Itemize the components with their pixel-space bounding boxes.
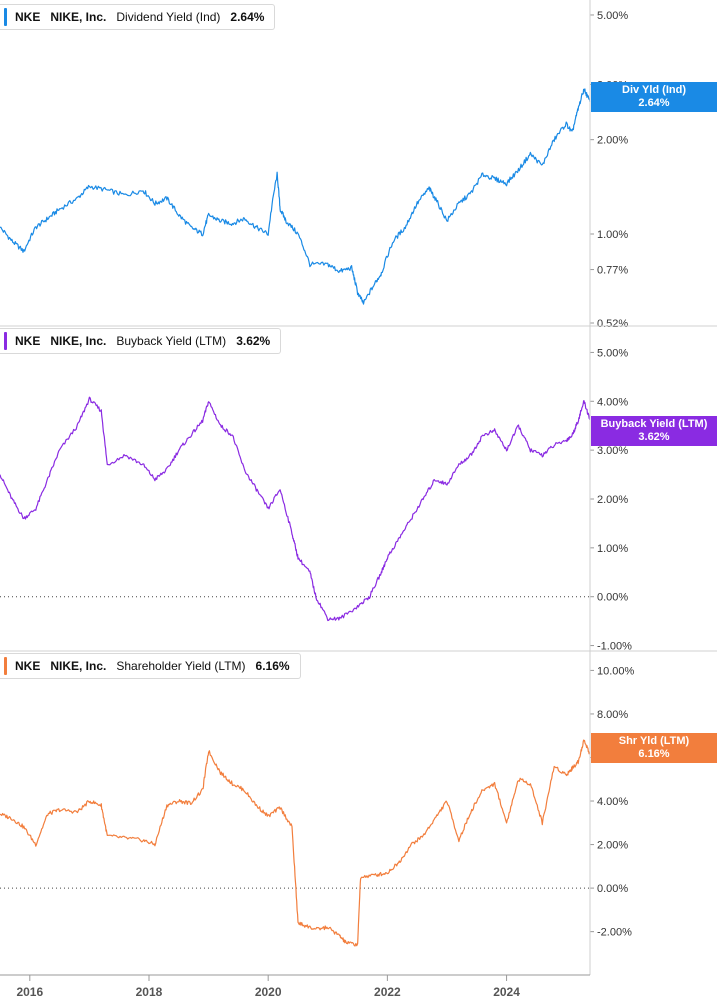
legend-company: NIKE, Inc.	[50, 659, 107, 673]
legend-ticker: NKE	[15, 334, 41, 348]
legend-value: 6.16%	[255, 659, 290, 673]
x-tick-label: 2018	[136, 985, 163, 999]
legend-swatch-shareholder	[4, 657, 7, 675]
badge-title: Buyback Yield (LTM)	[600, 418, 708, 430]
x-tick-label: 2016	[16, 985, 43, 999]
x-tick-label: 2020	[255, 985, 282, 999]
badge-value: 2.64%	[638, 97, 670, 109]
x-tick-label: 2022	[374, 985, 401, 999]
y-tick-label: -1.00%	[597, 641, 632, 653]
y-tick-label: 5.00%	[597, 347, 628, 359]
y-tick-label: 10.00%	[597, 665, 635, 677]
legend-metric: Shareholder Yield (LTM)	[116, 659, 246, 673]
y-tick-label: 0.77%	[597, 265, 628, 277]
series-line	[0, 739, 591, 947]
legend-value: 3.62%	[236, 334, 271, 348]
legend-metric: Buyback Yield (LTM)	[116, 334, 227, 348]
legend-ticker: NKE	[15, 659, 41, 673]
y-tick-label: 4.00%	[597, 396, 628, 408]
y-tick-label: 2.00%	[597, 135, 628, 147]
legend-metric: Dividend Yield (Ind)	[116, 10, 221, 24]
legend-value: 2.64%	[230, 10, 265, 24]
legend-swatch-dividend	[4, 8, 7, 26]
legend-company: NIKE, Inc.	[50, 334, 107, 348]
legend-dividend-yield[interactable]: NKE NIKE, Inc. Dividend Yield (Ind) 2.64…	[0, 4, 276, 30]
legend-company: NIKE, Inc.	[50, 10, 107, 24]
y-tick-label: 0.00%	[597, 592, 628, 604]
y-tick-label: 2.00%	[597, 494, 628, 506]
y-tick-label: 2.00%	[597, 840, 628, 852]
legend-buyback-yield[interactable]: NKE NIKE, Inc. Buyback Yield (LTM) 3.62%	[0, 328, 282, 354]
y-tick-label: 3.00%	[597, 445, 628, 457]
y-tick-label: 8.00%	[597, 709, 628, 721]
y-tick-label: -2.00%	[597, 927, 632, 939]
legend-ticker: NKE	[15, 10, 41, 24]
legend-shareholder-yield[interactable]: NKE NIKE, Inc. Shareholder Yield (LTM) 6…	[0, 653, 301, 679]
badge-buyback-yield: Buyback Yield (LTM) 3.62%	[591, 416, 717, 446]
y-tick-label: 1.00%	[597, 543, 628, 555]
y-tick-label: 1.00%	[597, 229, 628, 241]
badge-value: 3.62%	[638, 431, 670, 443]
badge-title: Div Yld (Ind)	[622, 84, 686, 96]
series-line	[0, 88, 591, 305]
x-tick-label: 2024	[493, 985, 520, 999]
legend-swatch-buyback	[4, 332, 7, 350]
y-tick-label: 0.52%	[597, 318, 628, 330]
badge-title: Shr Yld (LTM)	[618, 735, 690, 747]
badge-dividend-yield: Div Yld (Ind) 2.64%	[591, 82, 717, 112]
badge-shareholder-yield: Shr Yld (LTM) 6.16%	[591, 733, 717, 763]
y-tick-label: 0.00%	[597, 883, 628, 895]
y-tick-label: 4.00%	[597, 796, 628, 808]
series-line	[0, 396, 591, 622]
badge-value: 6.16%	[638, 748, 670, 760]
y-tick-label: 5.00%	[597, 10, 628, 22]
